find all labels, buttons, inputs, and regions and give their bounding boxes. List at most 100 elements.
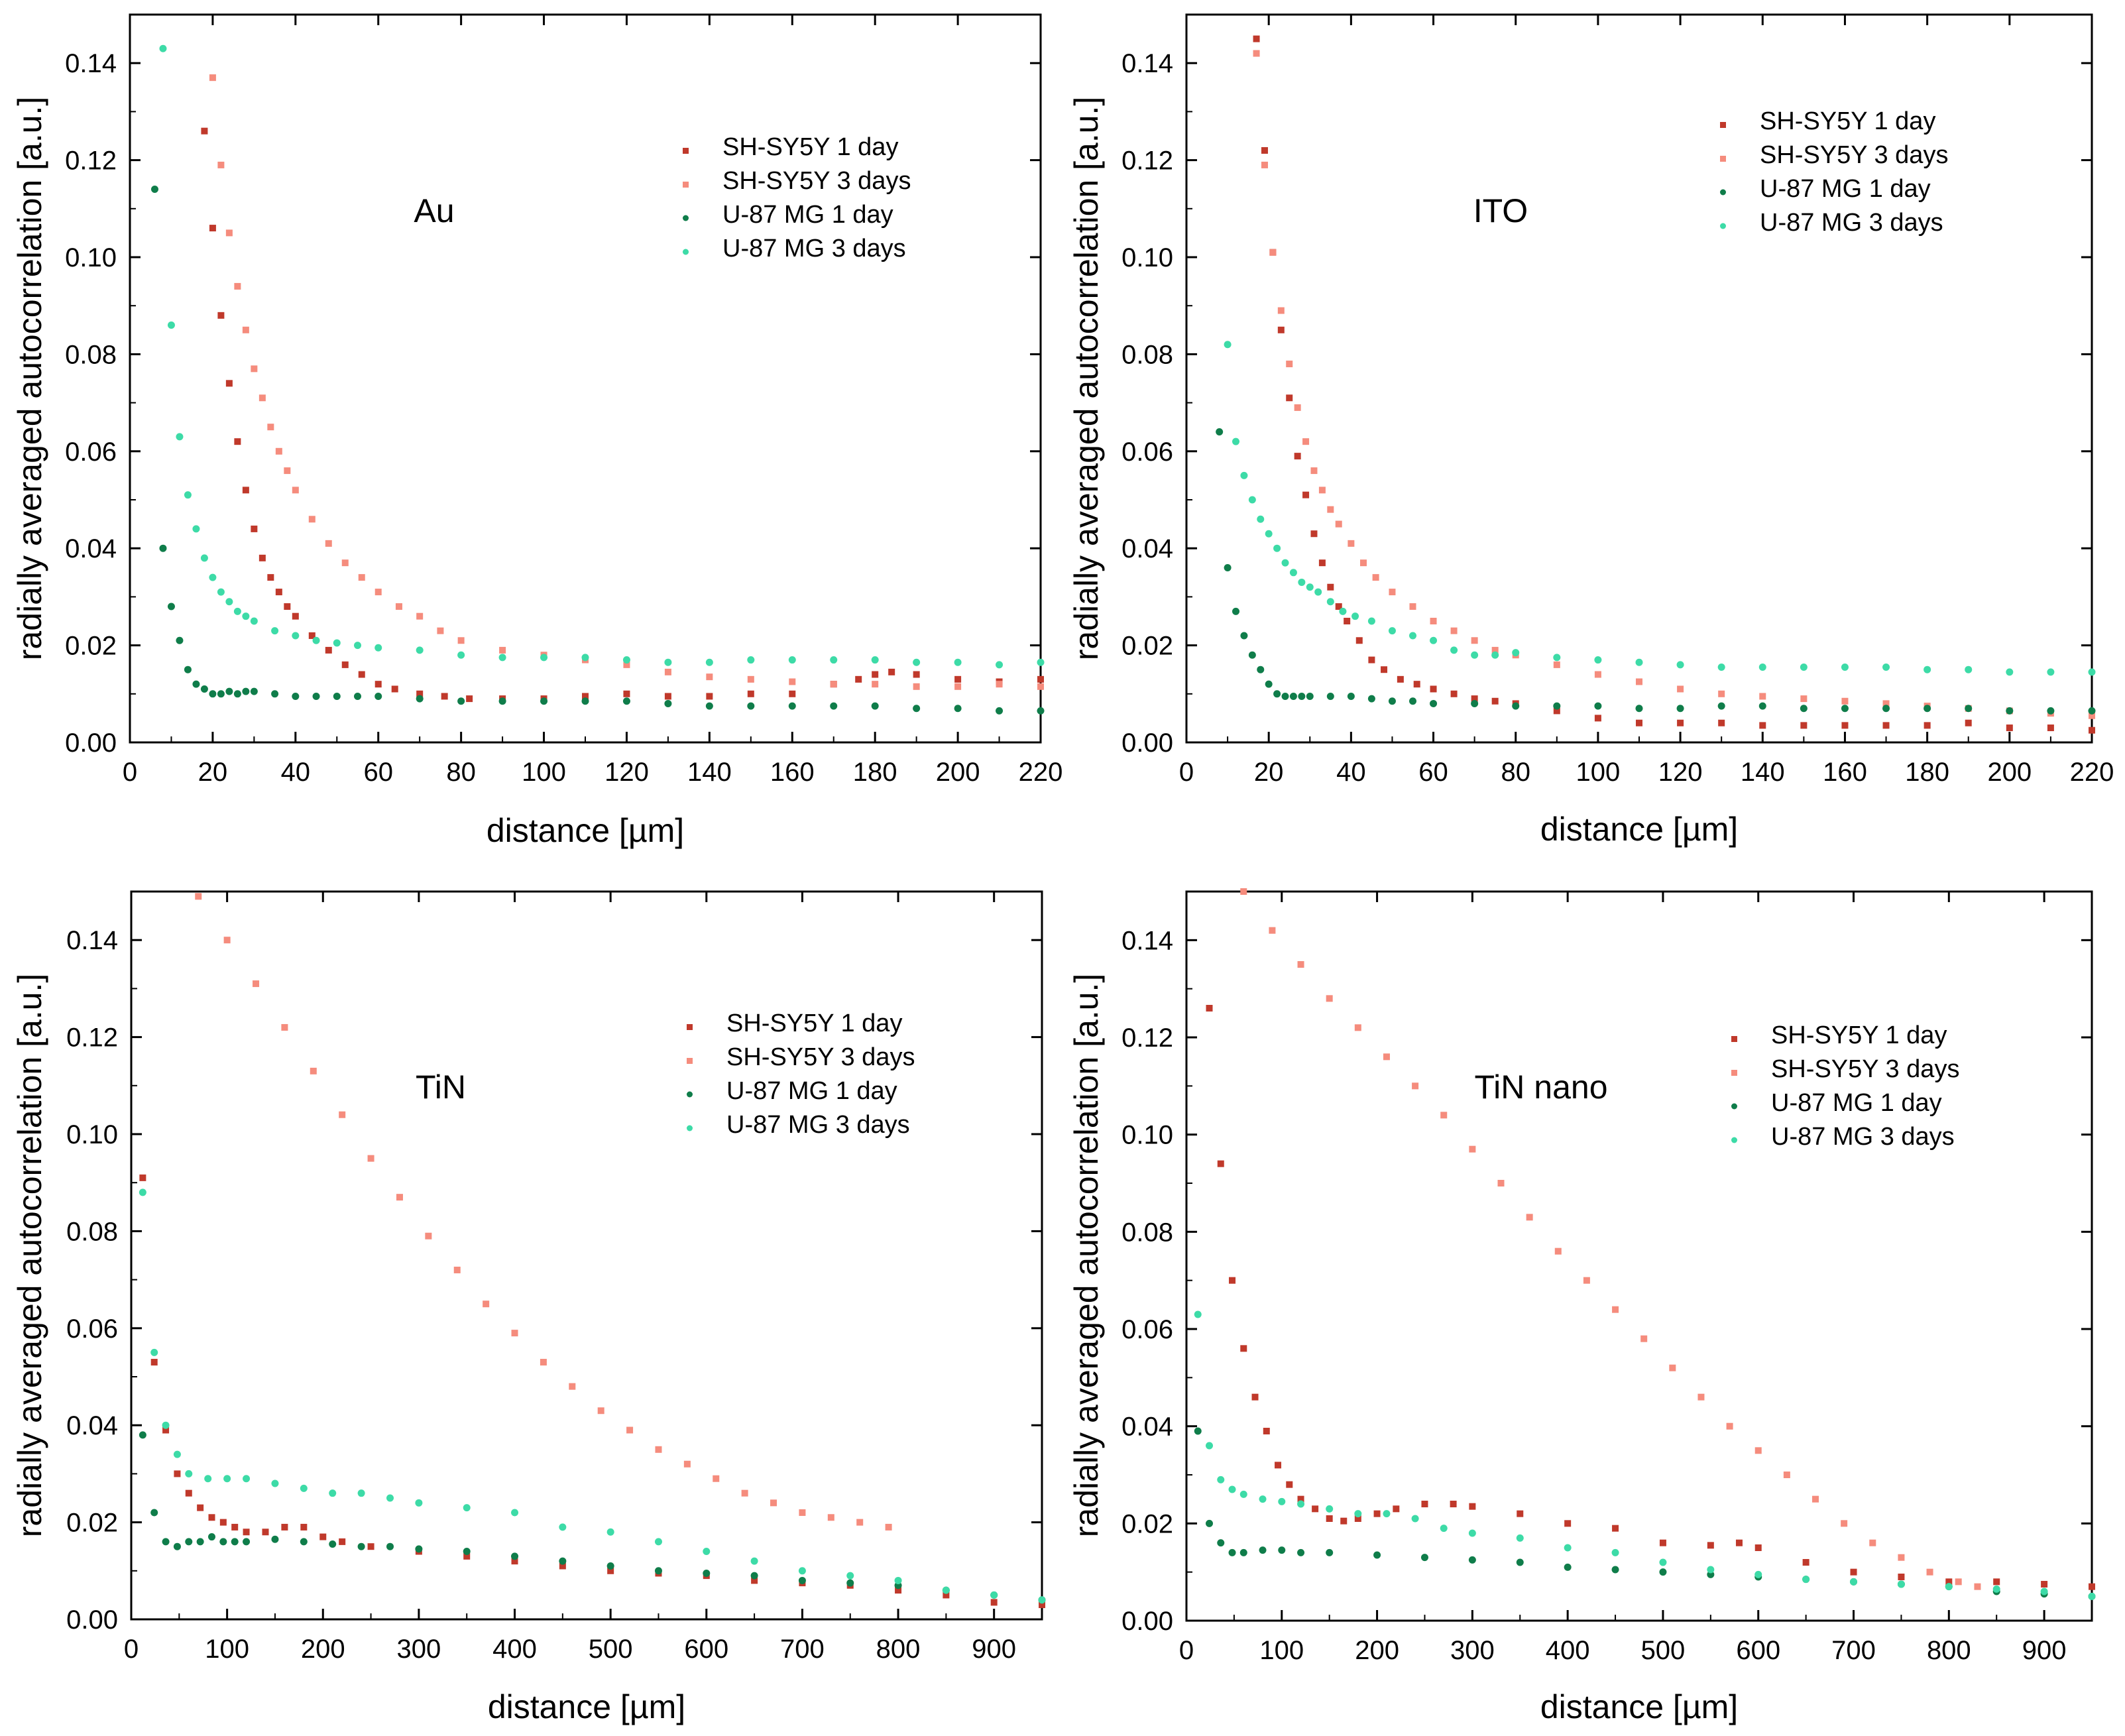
data-point: [1413, 681, 1420, 688]
panel-au: 0 20 40 60 80 100 120 140 160 180 200 220 0.00 0.02 0.…: [11, 13, 1062, 849]
data-point: [1259, 1495, 1267, 1503]
x-tick-label: 60: [363, 758, 393, 787]
x-tick-label: 200: [301, 1635, 345, 1664]
data-point: [2006, 707, 2014, 715]
data-point: [1326, 1515, 1333, 1522]
data-point: [996, 707, 1004, 715]
data-point: [192, 525, 200, 533]
data-point: [1471, 651, 1479, 659]
y-tick-label: 0.06: [1121, 437, 1173, 467]
data-point: [262, 1529, 269, 1536]
data-point: [312, 636, 320, 644]
x-tick-label: 700: [780, 1635, 825, 1664]
data-point: [1326, 692, 1334, 700]
data-point: [798, 1576, 806, 1584]
x-tick-label: 800: [876, 1635, 921, 1664]
x-axis-title: distance [µm]: [1540, 1688, 1738, 1725]
y-tick-label: 0.14: [66, 926, 118, 955]
legend-label: U-87 MG 1 day: [1771, 1089, 1942, 1117]
data-point: [253, 980, 260, 988]
y-axis-title: radially averaged autocorrelation [a.u.]: [1068, 974, 1105, 1538]
data-point: [1611, 1548, 1619, 1556]
data-point: [626, 1426, 634, 1434]
data-point: [1273, 690, 1281, 698]
data-point: [357, 1489, 365, 1497]
data-point: [1841, 722, 1849, 729]
data-point: [466, 695, 473, 703]
x-tick-label: 60: [1418, 758, 1448, 787]
data-point: [463, 1504, 471, 1512]
y-tick-label: 0.00: [1121, 1607, 1173, 1636]
x-tick-label: 80: [1501, 758, 1530, 787]
data-point: [885, 1523, 892, 1531]
data-point: [1367, 695, 1375, 703]
data-point: [386, 1542, 394, 1550]
y-tick-label: 0.04: [1121, 534, 1173, 563]
data-point: [267, 424, 274, 431]
data-point: [559, 1562, 566, 1570]
data-point: [367, 1543, 374, 1550]
data-point: [703, 1548, 711, 1556]
data-point: [139, 1431, 146, 1439]
data-point: [1471, 699, 1479, 707]
panel-ito: 0 20 40 60 80 100 120 140 160 180 200 220 0.00 0.02 0.…: [1068, 13, 2114, 848]
data-point: [139, 1188, 146, 1196]
data-point: [1612, 1525, 1619, 1532]
data-point: [1850, 1578, 1858, 1586]
data-point: [1389, 589, 1396, 596]
data-point: [457, 637, 465, 644]
data-point: [1261, 146, 1268, 154]
data-point: [606, 1562, 614, 1570]
data-point: [217, 312, 225, 319]
legend-swatch: [1731, 1070, 1737, 1076]
x-tick-label: 300: [397, 1635, 441, 1664]
data-point: [425, 1232, 432, 1240]
data-point: [271, 1535, 279, 1543]
data-point: [581, 654, 589, 662]
data-point: [1240, 888, 1247, 895]
data-point: [1440, 1112, 1448, 1119]
data-point: [1206, 1005, 1213, 1012]
data-point: [830, 656, 838, 664]
data-point: [1640, 1335, 1648, 1342]
data-point: [559, 1557, 567, 1565]
y-tick-label: 0.08: [1121, 1218, 1173, 1247]
panel-tin: 0 100 200 300 400 500 600 700 800 900 0.00 0.02 0.04…: [11, 890, 1046, 1725]
legend-swatch: [1720, 122, 1726, 128]
y-tick-label: 0.02: [1121, 1509, 1173, 1538]
data-point: [250, 687, 258, 695]
data-point: [1393, 1505, 1400, 1513]
data-point: [354, 692, 361, 700]
data-point: [1351, 612, 1359, 620]
data-point: [1850, 1568, 1857, 1576]
data-point: [1194, 1310, 1202, 1318]
data-point: [1327, 506, 1334, 513]
data-point: [1635, 658, 1643, 666]
data-point: [184, 491, 192, 499]
legend-swatch: [1720, 156, 1726, 162]
data-point: [167, 603, 175, 610]
legend: SH-SY5Y 1 day SH-SY5Y 3 days U-87 MG 1 d…: [683, 133, 911, 262]
data-point: [1718, 719, 1725, 726]
data-point: [162, 1538, 170, 1546]
data-point: [184, 665, 192, 673]
data-point: [196, 1538, 204, 1546]
data-point: [200, 685, 208, 693]
data-point: [217, 588, 225, 596]
data-point: [1430, 699, 1438, 707]
data-point: [1924, 665, 1931, 673]
data-points: [150, 44, 1045, 715]
data-points: [1216, 35, 2096, 734]
y-tick-label: 0.06: [65, 437, 117, 467]
data-point: [1259, 1546, 1267, 1554]
x-tick-label: 200: [1987, 758, 2032, 787]
data-point: [1277, 307, 1285, 314]
data-point: [1955, 1578, 1962, 1586]
data-point: [251, 525, 258, 532]
data-point: [374, 589, 382, 596]
plot-frame: [1185, 890, 2093, 1622]
data-point: [1517, 1510, 1524, 1517]
data-point: [622, 656, 630, 664]
data-point: [540, 1359, 547, 1366]
